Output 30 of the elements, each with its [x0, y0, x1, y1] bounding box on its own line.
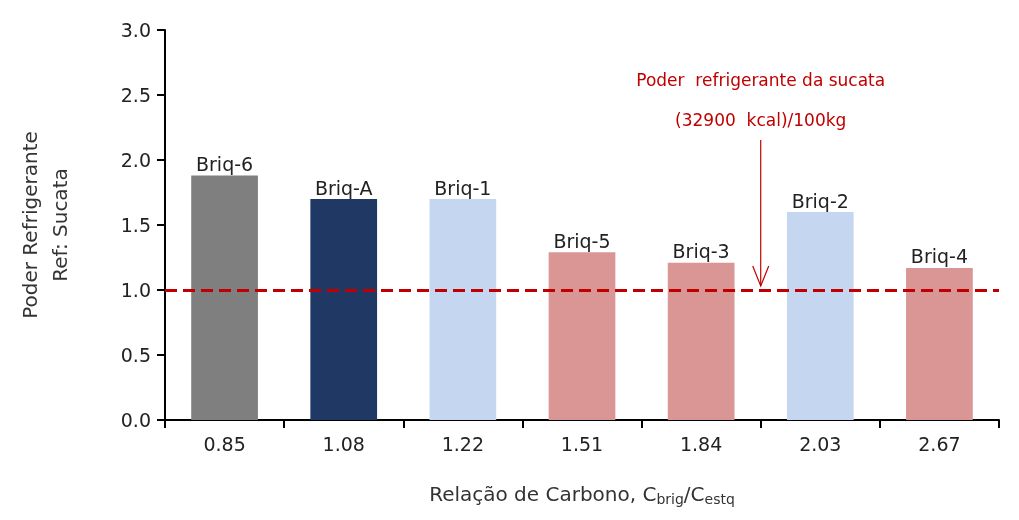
data-label: Briq-6	[196, 153, 254, 176]
y-tick-label: 1.0	[120, 279, 151, 301]
bar	[310, 199, 378, 420]
y-tick-label: 2.5	[120, 84, 151, 106]
x-tick-label: 1.51	[560, 432, 604, 455]
bar	[786, 212, 854, 420]
data-label: Briq-4	[910, 245, 968, 268]
x-tick-label: 2.03	[799, 432, 842, 455]
bar	[191, 175, 258, 420]
data-label: Briq-5	[553, 229, 611, 252]
ref-line-label: Poder refrigerante da sucata (32900 kcal)/100kg	[636, 70, 886, 130]
bar	[906, 267, 973, 420]
x-tick-label: 1.84	[679, 432, 723, 455]
x-tick-label: 0.85	[203, 432, 246, 455]
x-tick-label: 1.08	[322, 432, 365, 455]
y-axis-title: Poder Refrigerante Ref: Sucata	[18, 131, 72, 319]
data-label: Briq-1	[434, 176, 492, 199]
x-tick-label: 2.67	[918, 432, 961, 455]
y-tick-label: 1.5	[120, 214, 151, 236]
x-tick-label: 1.22	[441, 432, 485, 455]
y-tick-label: 3.0	[120, 19, 151, 41]
data-label: Briq-3	[672, 240, 730, 263]
y-tick-label: 0.5	[120, 344, 151, 366]
bar	[548, 252, 616, 420]
y-tick-label: 0.0	[120, 409, 151, 431]
data-label: Briq-A	[314, 176, 373, 199]
data-label: Briq-2	[791, 189, 849, 212]
y-tick-label: 2.0	[120, 149, 151, 171]
bar	[429, 199, 497, 420]
bar	[667, 262, 735, 420]
